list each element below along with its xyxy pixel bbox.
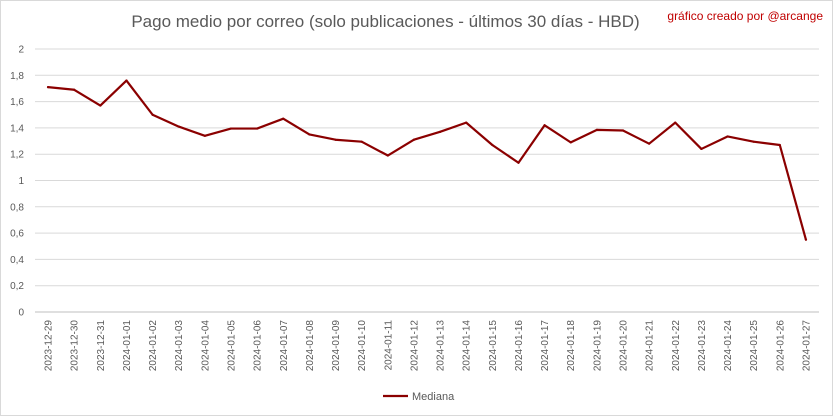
- data-point: [804, 238, 808, 241]
- series-layer: [46, 79, 808, 241]
- data-point: [412, 138, 416, 141]
- x-tick-label: 2023-12-31: [96, 320, 107, 372]
- data-point: [595, 128, 598, 131]
- y-tick-label: 1: [18, 176, 24, 187]
- y-tick-label: 2: [18, 45, 24, 56]
- data-point: [125, 79, 128, 82]
- data-point: [648, 142, 651, 145]
- y-axis-ticks: 0 0,2 0,4 0,6 0,8 1 1,2 1,4 1,6 1,8 2: [10, 45, 24, 319]
- x-tick-label: 2023-12-29: [44, 320, 55, 372]
- data-point: [203, 134, 206, 137]
- data-point: [726, 135, 729, 138]
- data-point: [700, 147, 703, 151]
- y-tick-label: 0,6: [10, 229, 24, 240]
- data-point: [438, 130, 442, 133]
- x-axis-ticks: 2023-12-29 2023-12-30 2023-12-31 2024-01-01…: [44, 320, 813, 372]
- y-tick-label: 1,8: [10, 71, 24, 82]
- x-tick-label: 2024-01-12: [409, 320, 420, 372]
- data-point: [752, 140, 755, 143]
- data-point: [256, 127, 259, 130]
- data-point: [778, 143, 781, 147]
- x-tick-label: 2024-01-23: [697, 320, 708, 372]
- legend: Mediana: [383, 391, 455, 403]
- data-point: [543, 124, 546, 127]
- x-tick-label: 2024-01-26: [775, 320, 786, 372]
- data-point: [177, 125, 180, 128]
- data-point: [621, 129, 625, 132]
- x-tick-label: 2024-01-01: [122, 320, 133, 372]
- data-point: [308, 133, 311, 136]
- x-tick-label: 2024-01-08: [305, 320, 316, 372]
- chart-title: Pago medio por correo (solo publicacione…: [131, 12, 640, 31]
- x-tick-label: 2024-01-19: [592, 320, 603, 372]
- data-point: [569, 141, 572, 144]
- data-point: [465, 121, 468, 124]
- data-point: [517, 161, 520, 164]
- x-tick-label: 2024-01-16: [514, 320, 525, 372]
- x-tick-label: 2024-01-21: [645, 320, 656, 372]
- x-tick-label: 2024-01-13: [436, 320, 447, 372]
- x-tick-label: 2024-01-10: [357, 320, 368, 372]
- data-point: [334, 138, 337, 141]
- y-tick-label: 0,4: [10, 255, 24, 266]
- y-tick-label: 1,2: [10, 150, 24, 161]
- x-tick-label: 2024-01-07: [279, 320, 290, 372]
- x-tick-label: 2024-01-04: [200, 320, 211, 372]
- x-tick-label: 2024-01-06: [253, 320, 264, 372]
- x-tick-label: 2024-01-18: [566, 320, 577, 372]
- x-tick-label: 2024-01-22: [671, 320, 682, 372]
- y-tick-label: 0,8: [10, 202, 24, 213]
- legend-label-mediana: Mediana: [412, 391, 455, 403]
- x-tick-label: 2024-01-15: [488, 320, 499, 372]
- series-line-mediana: [46, 79, 808, 241]
- gridlines: [35, 48, 819, 313]
- chart-credit: gráfico creado por @arcange: [667, 9, 823, 23]
- data-point: [674, 121, 677, 124]
- data-point: [73, 88, 76, 91]
- x-tick-label: 2024-01-17: [540, 320, 551, 372]
- x-tick-label: 2024-01-02: [148, 320, 159, 372]
- data-point: [151, 113, 154, 116]
- y-tick-label: 1,4: [10, 123, 24, 134]
- y-tick-label: 1,6: [10, 97, 24, 108]
- y-tick-label: 0: [18, 308, 24, 319]
- data-point: [46, 86, 50, 89]
- x-tick-label: 2024-01-11: [383, 320, 394, 371]
- data-point: [229, 127, 233, 130]
- x-tick-label: 2024-01-09: [331, 320, 342, 372]
- data-point: [360, 140, 363, 143]
- x-tick-label: 2024-01-03: [174, 320, 185, 372]
- data-point: [99, 104, 102, 107]
- x-tick-label: 2024-01-05: [227, 320, 238, 372]
- x-tick-label: 2024-01-25: [749, 320, 760, 372]
- x-tick-label: 2024-01-14: [462, 320, 473, 372]
- x-tick-label: 2023-12-30: [70, 320, 81, 372]
- data-point: [282, 117, 285, 120]
- y-tick-label: 0,2: [10, 281, 24, 292]
- x-tick-label: 2024-01-20: [619, 320, 630, 372]
- x-tick-label: 2024-01-27: [801, 320, 812, 372]
- x-tick-label: 2024-01-24: [723, 320, 734, 372]
- data-point: [491, 143, 494, 147]
- data-point: [386, 154, 389, 157]
